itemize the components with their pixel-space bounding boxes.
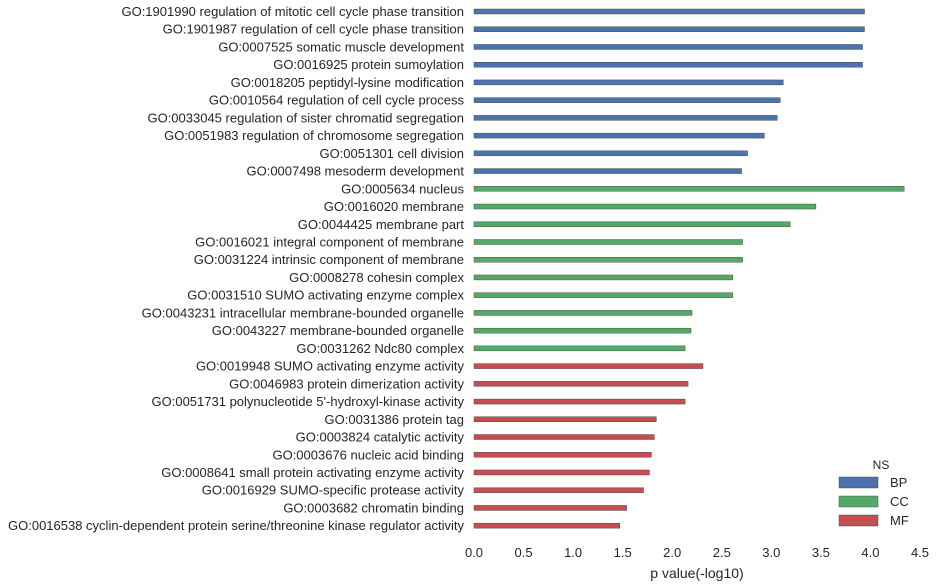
bar-cc [473,257,743,263]
category-label: GO:0008278 cohesin complex [289,270,464,285]
category-label: GO:0003824 catalytic activity [296,430,465,445]
category-label: GO:0031510 SUMO activating enzyme comple… [187,288,464,303]
bar-mf [473,452,652,458]
legend: NS BP CC MF [838,458,909,528]
category-label: GO:0007498 mesoderm development [246,164,464,179]
category-label: GO:0051301 cell division [319,146,464,161]
x-tick-label: 2.0 [663,545,681,560]
bar-cc [473,274,733,281]
legend-swatch-bp [838,476,879,489]
x-tick-label: 1.5 [614,545,632,560]
x-axis-label: p value(-log10) [650,565,743,581]
category-label: GO:0033045 regulation of sister chromati… [147,110,464,125]
bar-bp [473,168,742,174]
bar-cc [473,221,791,227]
bar-cc [473,292,733,298]
category-label: GO:1901987 regulation of cell cycle phas… [163,22,464,37]
x-tick-label: 1.0 [564,545,582,560]
bar-bp [473,8,865,15]
legend-entries: BP CC MF [838,475,909,528]
category-label: GO:0016925 protein sumoylation [273,57,464,72]
category-label: GO:0007525 somatic muscle development [218,39,464,54]
bar-bp [473,132,765,139]
category-label: GO:0016020 membrane [324,199,464,214]
category-label: GO:0031262 Ndc80 complex [296,341,464,356]
category-label: GO:0019948 SUMO activating enzyme activi… [196,359,465,374]
category-label: GO:0043227 membrane-bounded organelle [212,323,464,338]
bar-bp [473,115,778,121]
category-label: GO:0043231 intracellular membrane-bounde… [142,305,464,320]
category-label: GO:0031224 intrinsic component of membra… [194,252,464,267]
bar-mf [473,487,644,493]
x-tick-label: 3.0 [762,545,780,560]
bar-group [473,8,905,529]
bar-mf [473,381,689,387]
legend-swatch-mf [838,514,879,527]
bar-cc [473,345,686,352]
legend-swatch-cc [838,495,879,508]
category-label: GO:0003682 chromatin binding [283,500,464,515]
legend-label-bp: BP [890,475,907,490]
bar-bp [473,44,863,50]
category-label: GO:0005634 nucleus [341,181,464,196]
bar-bp [473,79,784,86]
bar-mf [473,505,627,511]
category-label: GO:0016538 cyclin-dependent protein seri… [8,518,464,533]
bar-cc [473,186,905,192]
bar-mf [473,363,704,369]
x-tick-label: 0.5 [515,545,533,560]
x-tick-label: 4.5 [911,545,929,560]
legend-label-mf: MF [890,513,909,528]
x-tick-label: 0.0 [465,545,483,560]
bar-bp [473,61,863,68]
bar-bp [473,26,865,32]
bar-cc [473,327,692,334]
bar-mf [473,434,655,440]
x-tick-label: 3.5 [812,545,830,560]
category-label: GO:0031386 protein tag [325,412,465,427]
bar-mf [473,469,650,476]
bar-bp [473,97,781,103]
category-label: GO:0044425 membrane part [298,217,465,232]
category-label: GO:0051983 regulation of chromosome segr… [164,128,464,143]
category-label: GO:0008641 small protein activating enzy… [161,465,464,480]
legend-label-cc: CC [890,494,909,509]
category-label: GO:1901990 regulation of mitotic cell cy… [121,4,464,19]
x-tick-label: 4.0 [861,545,879,560]
category-label: GO:0010564 regulation of cell cycle proc… [209,93,465,108]
category-label: GO:0016021 integral component of membran… [195,234,464,249]
bar-mf [473,416,657,422]
category-label: GO:0018205 peptidyl-lysine modification [231,75,464,90]
bar-cc [473,203,817,210]
bar-bp [473,150,748,157]
category-label: GO:0016929 SUMO-specific protease activi… [202,483,465,498]
bar-cc [473,310,693,316]
legend-title: NS [873,458,890,472]
category-label: GO:0046983 protein dimerization activity [229,376,464,391]
x-axis-ticks: 0.0 0.5 1.0 1.5 2.0 2.5 3.0 3.5 4.0 4.5 [465,545,929,560]
bar-mf [473,522,620,529]
category-label: GO:0003676 nucleic acid binding [272,447,464,462]
bar-mf [473,398,686,405]
category-labels: GO:1901990 regulation of mitotic cell cy… [8,4,464,533]
bar-cc [473,239,743,245]
category-label: GO:0051731 polynucleotide 5'-hydroxyl-ki… [152,394,465,409]
x-tick-label: 2.5 [713,545,731,560]
